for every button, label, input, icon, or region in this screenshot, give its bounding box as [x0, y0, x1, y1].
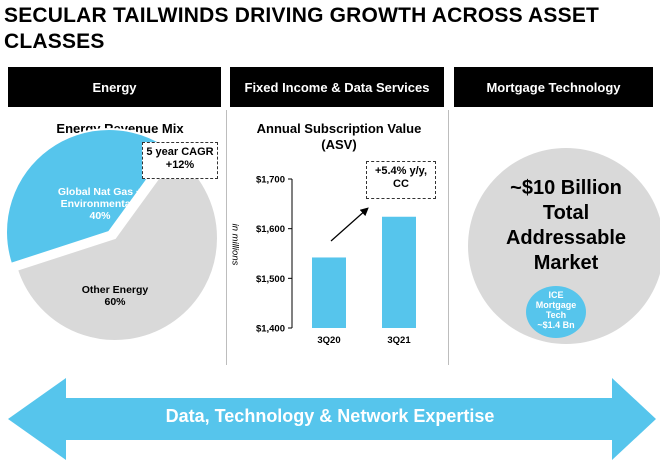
pie-slice-name-other: Other Energy	[81, 284, 149, 296]
column-divider-left	[226, 110, 227, 365]
cagr-callout: 5 year CAGR +12%	[142, 142, 218, 179]
header-mortgage-technology: Mortgage Technology	[454, 67, 653, 107]
asv-panel-title: Annual Subscription Value (ASV)	[256, 121, 422, 152]
growth-arrow	[330, 207, 369, 242]
ice-line4: ~$1.4 Bn	[537, 320, 575, 330]
pie-slice-label-gas: Global Nat Gas + Environmentals 40%	[40, 186, 160, 222]
asv-bar-3Q20	[312, 257, 346, 328]
asv-y-axis-label: in millions	[229, 223, 241, 266]
tam-text: ~$10 Billion Total Addressable Market	[480, 176, 652, 276]
asv-x-tick-label: 3Q21	[387, 335, 411, 346]
tam-line4: Market	[533, 252, 599, 274]
asv-y-tick-label: $1,400	[256, 324, 285, 335]
pie-slice-other	[15, 153, 219, 342]
asv-x-tick-label: 3Q20	[317, 335, 340, 346]
asv-bar-chart: $1,400 $1,500 $1,600 $1,700 3Q20 3Q21	[256, 175, 416, 346]
double-arrow-banner-text: Data, Technology & Network Expertise	[165, 406, 495, 426]
energy-pie-chart	[5, 128, 219, 342]
tam-line2: Total	[542, 202, 590, 224]
pie-slice-value-other: 60%	[104, 296, 126, 308]
cagr-callout-line1: 5 year CAGR	[146, 146, 214, 158]
asv-y-tick-label: $1,700	[256, 175, 285, 186]
pie-slice-label-other: Other Energy 60%	[60, 284, 170, 308]
cagr-callout-line2: +12%	[165, 159, 195, 171]
tam-line1: ~$10 Billion	[510, 177, 622, 199]
pie-slice-value-gas: 40%	[89, 210, 111, 222]
asv-growth-callout: +5.4% y/y, CC	[366, 161, 436, 199]
ice-mortgage-circle: ICE Mortgage Tech ~$1.4 Bn	[526, 286, 586, 338]
asv-y-tick-label: $1,500	[256, 274, 285, 285]
double-arrow-banner	[8, 378, 656, 460]
pie-slice-name-gas: Global Nat Gas + Environmentals	[57, 186, 143, 210]
header-energy: Energy	[8, 67, 221, 107]
asv-growth-callout-line2: CC	[393, 178, 409, 190]
asv-growth-callout-line1: +5.4% y/y,	[374, 165, 428, 177]
ice-line3: Tech	[545, 310, 567, 320]
ice-line1: ICE	[548, 290, 564, 300]
asv-bar-3Q21	[382, 216, 416, 328]
ice-line2: Mortgage	[535, 300, 577, 310]
asv-y-axis-label-wrap: in millions	[215, 217, 255, 277]
pie-slice-gas	[5, 128, 171, 266]
header-fixed-income: Fixed Income & Data Services	[230, 67, 444, 107]
column-divider-right	[448, 110, 449, 365]
tam-line3: Addressable	[505, 227, 627, 249]
page-title: SECULAR TAILWINDS DRIVING GROWTH ACROSS …	[4, 4, 600, 53]
asv-y-tick-label: $1,600	[256, 224, 285, 235]
